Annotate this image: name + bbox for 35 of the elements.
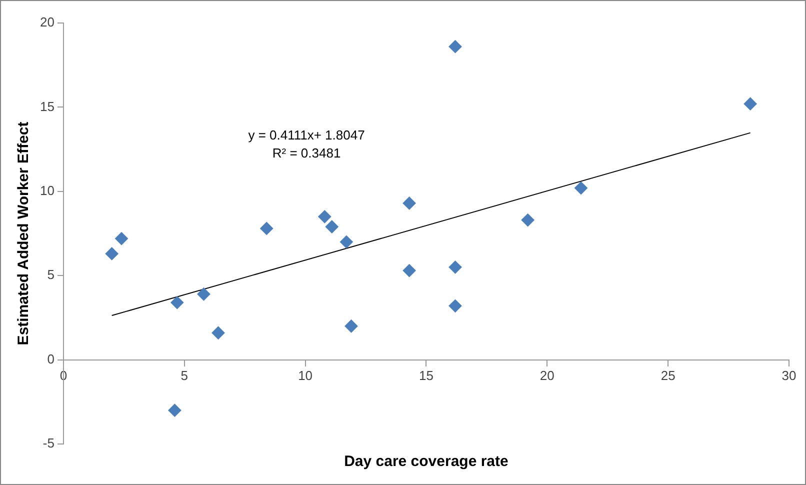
point [168, 404, 182, 417]
x-tick-label: 15 [418, 368, 434, 384]
x-tick-label: 5 [180, 368, 188, 384]
point [170, 296, 184, 310]
y-axis-title: Estimated Added Worker Effect [15, 122, 32, 346]
y-tick-label: 20 [40, 14, 54, 30]
point [344, 320, 358, 333]
point [318, 210, 332, 224]
point [402, 196, 416, 210]
point [212, 326, 225, 340]
x-tick-label: 25 [660, 368, 676, 384]
point [744, 97, 757, 110]
point [448, 299, 462, 312]
y-tick-label: 10 [40, 182, 54, 198]
point [115, 232, 128, 246]
point [402, 264, 416, 278]
point [448, 40, 462, 54]
annotation: R² = 0.3481 [272, 146, 341, 161]
annotation: y = 0.4111x+ 1.8047 [248, 128, 365, 143]
y-tick-label: 15 [40, 98, 54, 114]
point [574, 182, 588, 195]
y-tick-label: 5 [47, 267, 54, 282]
x-tick-label: 10 [298, 368, 313, 384]
point [340, 235, 353, 248]
point [325, 220, 338, 234]
x-tick-label: 20 [540, 368, 554, 384]
x-tick-label: 30 [782, 368, 796, 384]
y-tick-label: -5 [42, 436, 54, 451]
point [105, 247, 118, 260]
point [521, 214, 534, 227]
point [197, 288, 210, 301]
y-tick-label: 0 [47, 351, 54, 366]
point [260, 222, 274, 235]
x-axis-title: Day care coverage rate [344, 453, 508, 470]
point [448, 260, 462, 274]
